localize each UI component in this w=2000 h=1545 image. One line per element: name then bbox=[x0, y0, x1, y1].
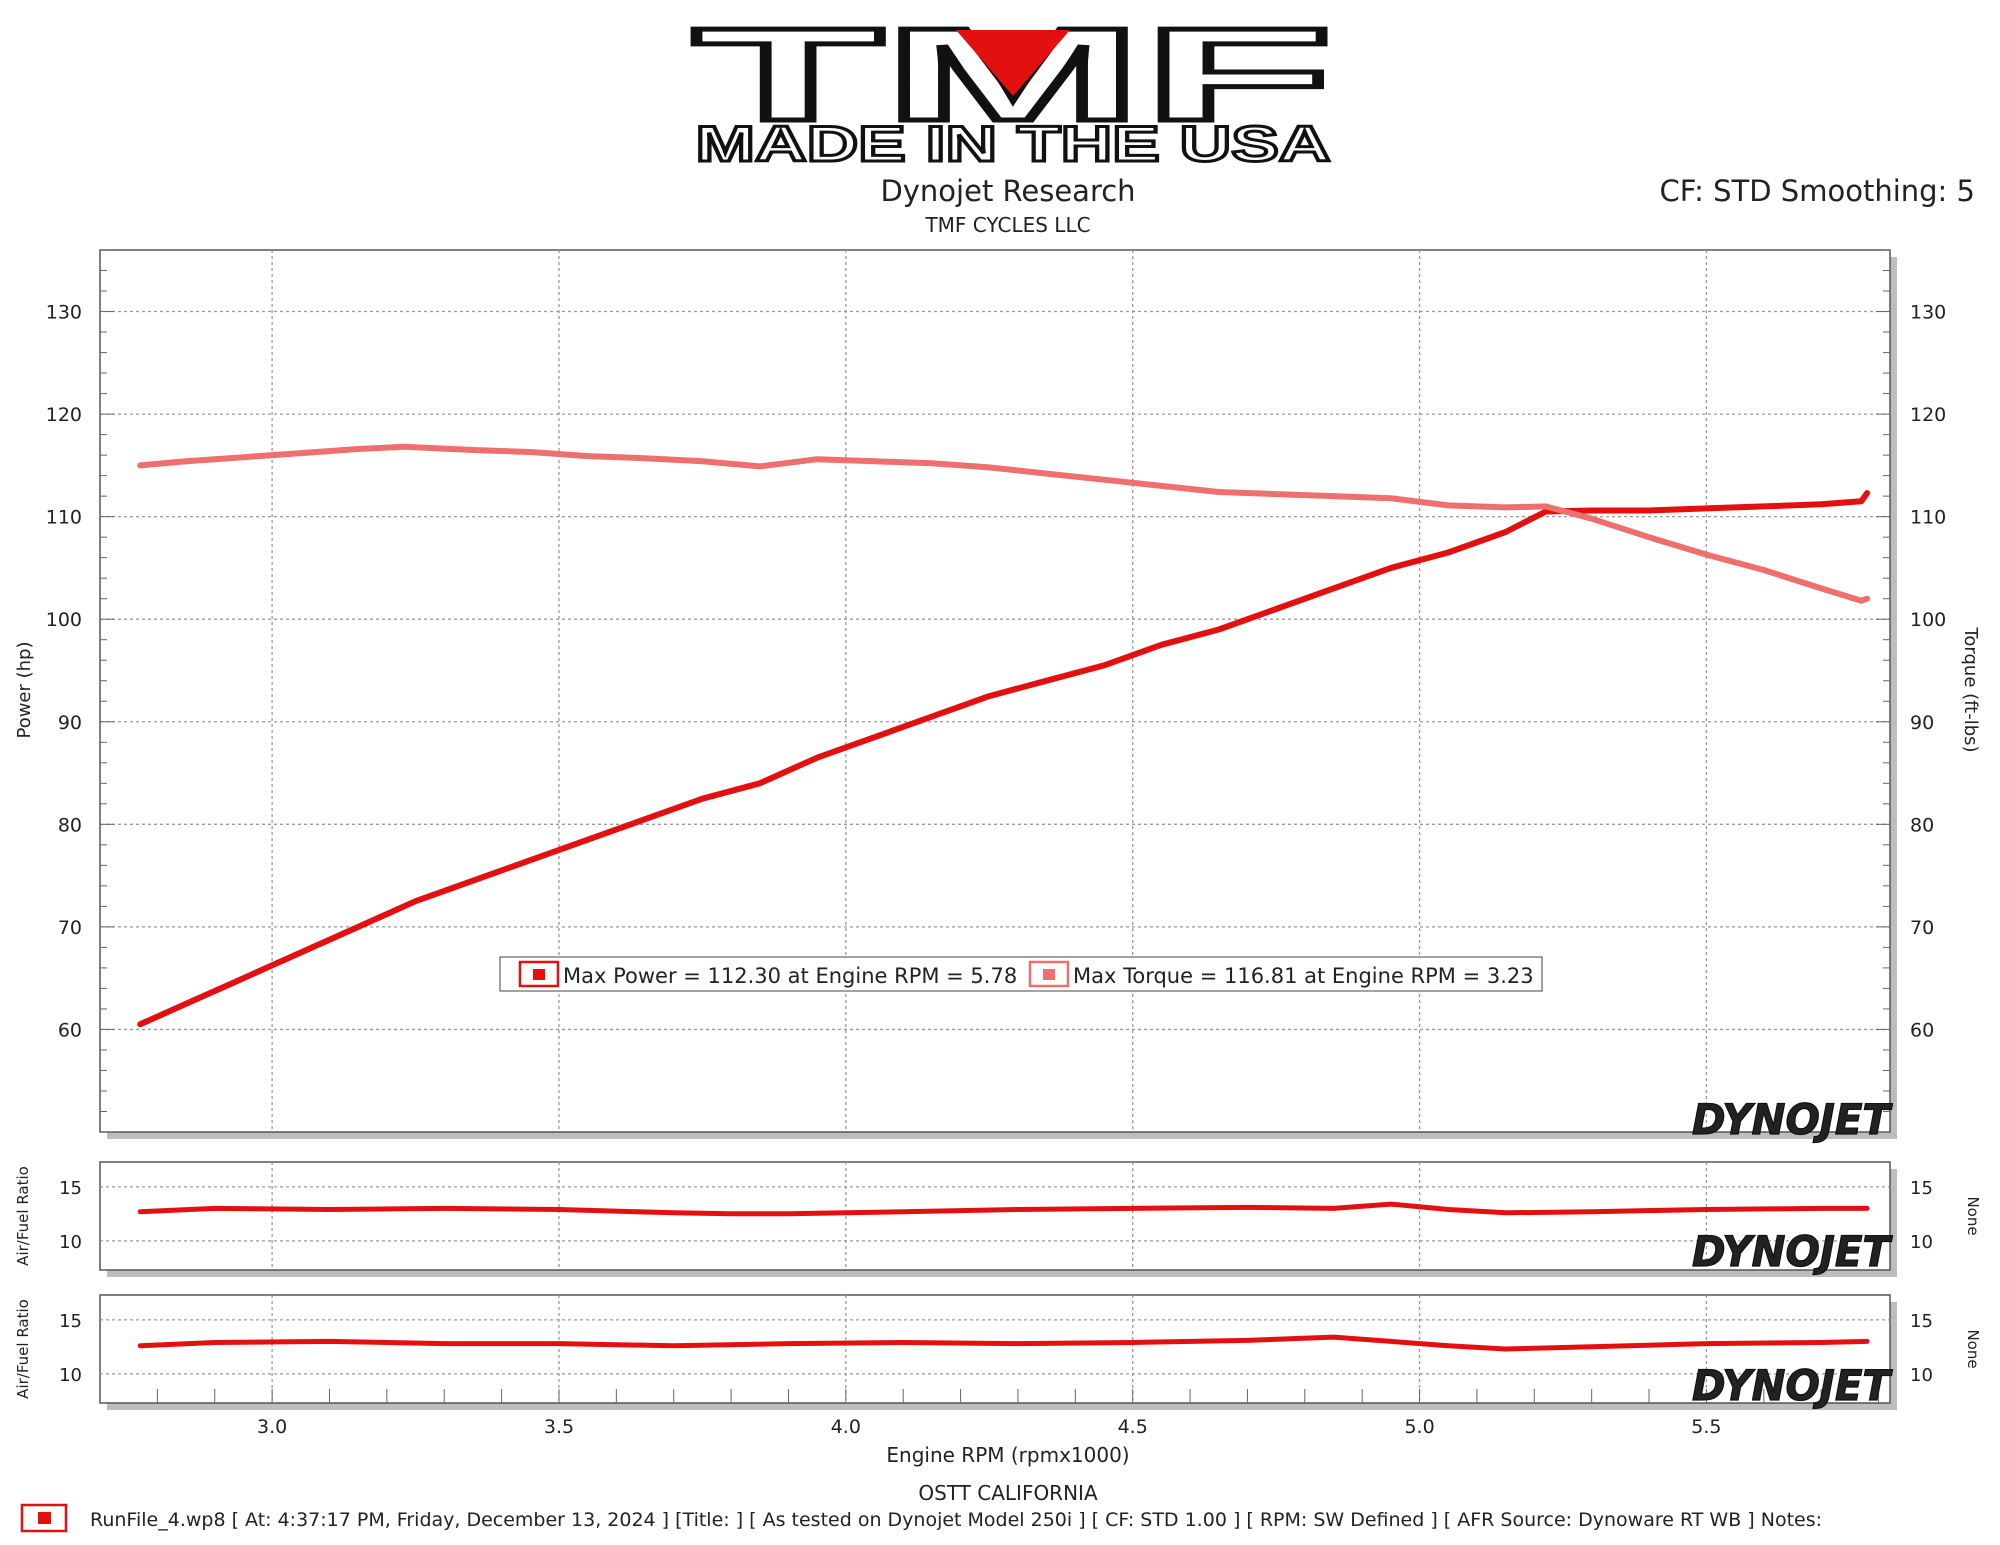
afr2-y-label: Air/Fuel Ratio bbox=[14, 1299, 32, 1399]
main-ytick-right-4: 100 bbox=[1910, 609, 1946, 631]
watermark-afr1: DYNOJET bbox=[1692, 1227, 1893, 1276]
main-ytick-right-6: 120 bbox=[1910, 404, 1946, 426]
afr1-axis-ticks: 10 10 15 15 bbox=[59, 1178, 1933, 1253]
main-ytick-right-7: 130 bbox=[1910, 302, 1946, 324]
legend-power-text: Max Power = 112.30 at Engine RPM = 5.78 bbox=[563, 964, 1017, 988]
main-ytick-left-3: 90 bbox=[58, 712, 82, 734]
main-ytick-right-1: 70 bbox=[1910, 917, 1934, 939]
legend-power-swatch bbox=[533, 969, 545, 980]
main-ytick-right-5: 110 bbox=[1910, 507, 1946, 529]
afr2-ytick-right-1: 15 bbox=[1910, 1311, 1933, 1332]
legend-torque-swatch-frame bbox=[1028, 960, 1070, 988]
chart-title: Dynojet Research bbox=[880, 174, 1135, 208]
afr2-ytick-left-0: 10 bbox=[59, 1365, 82, 1386]
legend-torque-swatch bbox=[1043, 969, 1055, 980]
afr1-ytick-right-0: 10 bbox=[1910, 1232, 1933, 1253]
afr1-series-afr bbox=[137, 1201, 1870, 1217]
x-tick-label-4: 5.0 bbox=[1404, 1416, 1434, 1438]
afr1-y-label: Air/Fuel Ratio bbox=[14, 1166, 32, 1266]
x-tick-label-2: 4.0 bbox=[831, 1416, 861, 1438]
afr2-grid bbox=[100, 1295, 1890, 1403]
x-tick-label-5: 5.5 bbox=[1691, 1416, 1721, 1438]
x-tick-label-3: 4.5 bbox=[1118, 1416, 1148, 1438]
afr1-series bbox=[137, 1201, 1870, 1217]
main-ytick-left-4: 100 bbox=[46, 609, 82, 631]
afr1-ytick-left-1: 15 bbox=[59, 1178, 82, 1199]
main-ytick-left-1: 70 bbox=[58, 917, 82, 939]
x-axis-label: Engine RPM (rpmx1000) bbox=[886, 1443, 1129, 1467]
footer-location: OSTT CALIFORNIA bbox=[918, 1481, 1098, 1505]
afr1-y2-label: None bbox=[1964, 1196, 1982, 1235]
afr2-plot-area bbox=[99, 1294, 1891, 1404]
logo-red-triangle bbox=[956, 30, 1070, 96]
afr1-ytick-right-1: 15 bbox=[1910, 1178, 1933, 1199]
x-axis-tick-labels: 3.0 3.5 4.0 4.5 5.0 5.5 bbox=[257, 1416, 1722, 1438]
legend-power-swatch-frame bbox=[518, 960, 560, 988]
watermark-main: DYNOJET bbox=[1692, 1095, 1893, 1144]
main-axis-ticks: 60 60 70 70 80 80 90 90 100 100 110 110 120 120 130 130 bbox=[46, 249, 1946, 1133]
main-ytick-right-3: 90 bbox=[1910, 712, 1934, 734]
afr2-axis-ticks: 10 10 15 15 bbox=[59, 1311, 1933, 1403]
legend-box bbox=[499, 956, 1543, 992]
main-ytick-right-0: 60 bbox=[1910, 1019, 1934, 1041]
afr1-grid bbox=[100, 1162, 1890, 1270]
main-series-power bbox=[137, 490, 1871, 1028]
logo-tagline: MADE IN THE USA bbox=[696, 116, 1331, 172]
settings-label: CF: STD Smoothing: 5 bbox=[1659, 174, 1975, 208]
main-series bbox=[137, 443, 1871, 1028]
afr2-series bbox=[137, 1334, 1870, 1352]
afr2-ytick-right-0: 10 bbox=[1910, 1365, 1933, 1386]
x-tick-label-1: 3.5 bbox=[544, 1416, 574, 1438]
main-ytick-right-2: 80 bbox=[1910, 814, 1934, 836]
footer-run-info: RunFile_4.wp8 [ At: 4:37:17 PM, Friday, … bbox=[90, 1509, 1822, 1531]
tmf-logo: TMF MADE IN THE USA bbox=[691, 0, 1336, 174]
legend-torque-text: Max Torque = 116.81 at Engine RPM = 3.23 bbox=[1073, 964, 1534, 988]
footer-run-swatch bbox=[38, 1512, 51, 1524]
legend: Max Power = 112.30 at Engine RPM = 5.78 … bbox=[499, 956, 1543, 992]
y-axis-label-torque: Torque (ft-lbs) bbox=[1960, 626, 1981, 752]
watermark-afr2: DYNOJET bbox=[1692, 1361, 1893, 1410]
afr1-ytick-left-0: 10 bbox=[59, 1232, 82, 1253]
afr2-y2-label: None bbox=[1964, 1329, 1982, 1368]
main-ytick-left-6: 120 bbox=[46, 404, 82, 426]
main-ytick-left-5: 110 bbox=[46, 507, 82, 529]
chart-subtitle: TMF CYCLES LLC bbox=[924, 213, 1090, 237]
main-ytick-left-0: 60 bbox=[58, 1019, 82, 1041]
y-axis-label-power: Power (hp) bbox=[14, 641, 35, 738]
afr2-ytick-left-1: 15 bbox=[59, 1311, 82, 1332]
afr1-plot-area bbox=[99, 1161, 1891, 1271]
afr2-series-afr bbox=[137, 1334, 1870, 1352]
x-tick-label-0: 3.0 bbox=[257, 1416, 287, 1438]
main-series-torque bbox=[137, 443, 1871, 604]
main-ytick-left-7: 130 bbox=[46, 302, 82, 324]
main-plot-area bbox=[99, 249, 1891, 1133]
main-ytick-left-2: 80 bbox=[58, 814, 82, 836]
